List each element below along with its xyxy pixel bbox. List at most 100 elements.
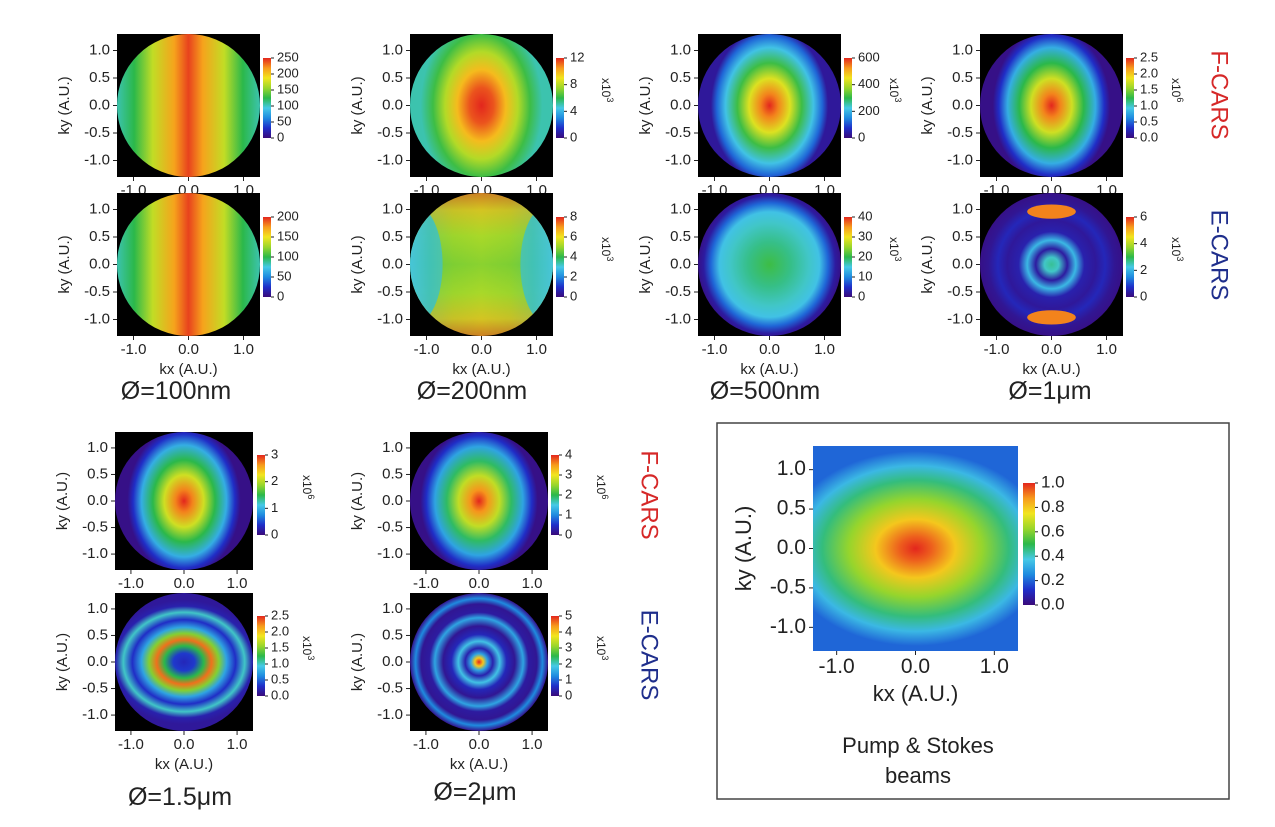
y-tick-label: 1.0 xyxy=(382,439,403,456)
y-tick-label: 0.5 xyxy=(89,228,110,245)
x-tick-label: 1.0 xyxy=(227,575,248,592)
y-tick-label: 0.0 xyxy=(382,492,403,509)
x-axis-label: kx (A.U.) xyxy=(159,361,217,378)
x-tick-label: 0.0 xyxy=(469,736,490,753)
y-tick-label: 1.0 xyxy=(382,600,403,617)
colorbar-tick-label: 1 xyxy=(271,500,278,515)
colorbar xyxy=(263,58,271,138)
colorbar-exponent: 3 xyxy=(306,655,316,660)
y-tick-label: 0.5 xyxy=(87,465,108,482)
heatmap-field xyxy=(813,446,1018,651)
x-axis-label: kx (A.U.) xyxy=(452,361,510,378)
colorbar-tick-label: 600 xyxy=(858,49,880,64)
colorbar xyxy=(844,217,852,297)
heatmap-field xyxy=(980,34,1123,177)
y-axis-label: ky (A.U.) xyxy=(919,76,936,134)
heatmap-field xyxy=(698,193,841,336)
y-tick-label: -0.5 xyxy=(947,283,973,300)
colorbar-exponent: 6 xyxy=(306,494,316,499)
colorbar-tick-label: 2 xyxy=(570,268,577,283)
colorbar-tick-label: 250 xyxy=(277,49,299,64)
colorbar xyxy=(1023,483,1035,605)
y-axis-label: ky (A.U.) xyxy=(349,633,366,691)
heatmap-field xyxy=(410,34,553,177)
heatmap-panel-1um-F: -1.0-0.50.00.51.0-1.0 0.0 1.0ky (A.U.)0.00… xyxy=(919,34,1185,199)
x-tick-label: 0.0 xyxy=(174,575,195,592)
y-axis-label: ky (A.U.) xyxy=(54,633,71,691)
colorbar-exponent: 6 xyxy=(1175,97,1185,102)
y-tick-label: -1.0 xyxy=(770,615,806,638)
colorbar-tick-label: 100 xyxy=(277,97,299,112)
colorbar-tick-label: 2 xyxy=(565,655,572,670)
side-labels: F-CARS E-CARS F-CARS E-CARS xyxy=(636,50,1233,700)
colorbar-tick-label: 0.8 xyxy=(1041,497,1065,516)
y-tick-label: -0.5 xyxy=(377,519,403,536)
colorbar-tick-label: 2.5 xyxy=(271,607,289,622)
colorbar-tick-label: 0 xyxy=(1140,288,1147,303)
colorbar-multiplier: x103 xyxy=(594,636,610,660)
colorbar-tick-label: 50 xyxy=(277,113,291,128)
y-axis-label: ky (A.U.) xyxy=(349,235,366,293)
colorbar-tick-label: 1.5 xyxy=(1140,81,1158,96)
y-tick-label: 0.0 xyxy=(87,653,108,670)
side-label-f-cars-bottom: F-CARS xyxy=(636,450,663,539)
y-tick-label: 0.0 xyxy=(382,653,403,670)
colorbar-tick-label: 2 xyxy=(565,486,572,501)
x-axis-label: kx (A.U.) xyxy=(450,756,508,773)
heatmap-field xyxy=(117,193,260,336)
x-tick-label: 0.0 xyxy=(174,736,195,753)
y-tick-label: 0.0 xyxy=(87,492,108,509)
colorbar-tick-label: 200 xyxy=(277,65,299,80)
colorbar-tick-label: 0 xyxy=(858,288,865,303)
y-tick-label: 0.0 xyxy=(952,96,973,113)
colorbar-multiplier: x106 xyxy=(300,475,316,499)
colorbar-multiplier: x103 xyxy=(300,636,316,660)
y-tick-label: -1.0 xyxy=(947,151,973,168)
x-tick-label: -1.0 xyxy=(413,736,439,753)
colorbar-tick-label: 2 xyxy=(271,473,278,488)
colorbar-tick-label: 0 xyxy=(570,129,577,144)
colorbar-tick-label: 0 xyxy=(565,526,572,541)
y-tick-label: 1.0 xyxy=(89,41,110,58)
x-tick-label: -1.0 xyxy=(121,341,147,358)
colorbar-tick-label: 1.0 xyxy=(271,655,289,670)
colorbar-tick-label: 40 xyxy=(858,208,872,223)
side-label-e-cars-top: E-CARS xyxy=(1206,210,1233,301)
y-axis-label: ky (A.U.) xyxy=(637,76,654,134)
y-tick-label: 0.0 xyxy=(382,96,403,113)
y-tick-label: 0.0 xyxy=(382,255,403,272)
diameter-label-500nm: Ø=500nm xyxy=(710,377,821,405)
y-tick-label: 0.0 xyxy=(777,536,806,559)
colorbar-exponent: 3 xyxy=(600,655,610,660)
y-tick-label: 1.0 xyxy=(89,200,110,217)
y-axis-label: ky (A.U.) xyxy=(731,506,756,592)
heatmap-field xyxy=(410,593,548,731)
y-tick-label: -1.0 xyxy=(84,310,110,327)
diameter-label-100nm: Ø=100nm xyxy=(121,377,232,405)
x-tick-label: 1.0 xyxy=(227,736,248,753)
colorbar-tick-label: 0.6 xyxy=(1041,521,1065,540)
pump-stokes-caption-line1: Pump & Stokes xyxy=(842,733,994,758)
y-axis-label: ky (A.U.) xyxy=(919,235,936,293)
colorbar-tick-label: 3 xyxy=(565,639,572,654)
y-axis-label: ky (A.U.) xyxy=(54,472,71,530)
x-tick-label: -1.0 xyxy=(414,341,440,358)
x-tick-label: 1.0 xyxy=(522,575,543,592)
y-tick-label: 1.0 xyxy=(87,439,108,456)
y-tick-label: -1.0 xyxy=(665,151,691,168)
y-axis-label: ky (A.U.) xyxy=(56,235,73,293)
colorbar-exponent: 3 xyxy=(893,97,903,102)
colorbar-tick-label: 6 xyxy=(570,228,577,243)
colorbar-tick-label: 2.5 xyxy=(1140,49,1158,64)
colorbar-multiplier: x103 xyxy=(599,237,615,261)
colorbar-tick-label: 400 xyxy=(858,76,880,91)
x-tick-label: -1.0 xyxy=(984,341,1010,358)
colorbar-tick-label: 0.4 xyxy=(1041,546,1065,565)
heatmap-panel-1um-E: -1.0 -0.5 0.0 0.5 1.0 -1.0 0.0 1.0 ky (A.U.) kx (… xyxy=(919,193,1185,378)
x-tick-label: 0.0 xyxy=(178,341,199,358)
colorbar-exponent: 3 xyxy=(605,256,615,261)
heatmap-panel-2um-E: -1.0 -0.5 0.0 0.5 1.0 -1.0 0.0 1.0 ky (A.U.) kx (… xyxy=(349,593,610,773)
colorbar-tick-label: 4 xyxy=(1140,235,1147,250)
y-tick-label: 0.0 xyxy=(952,255,973,272)
y-tick-label: -0.5 xyxy=(665,124,691,141)
